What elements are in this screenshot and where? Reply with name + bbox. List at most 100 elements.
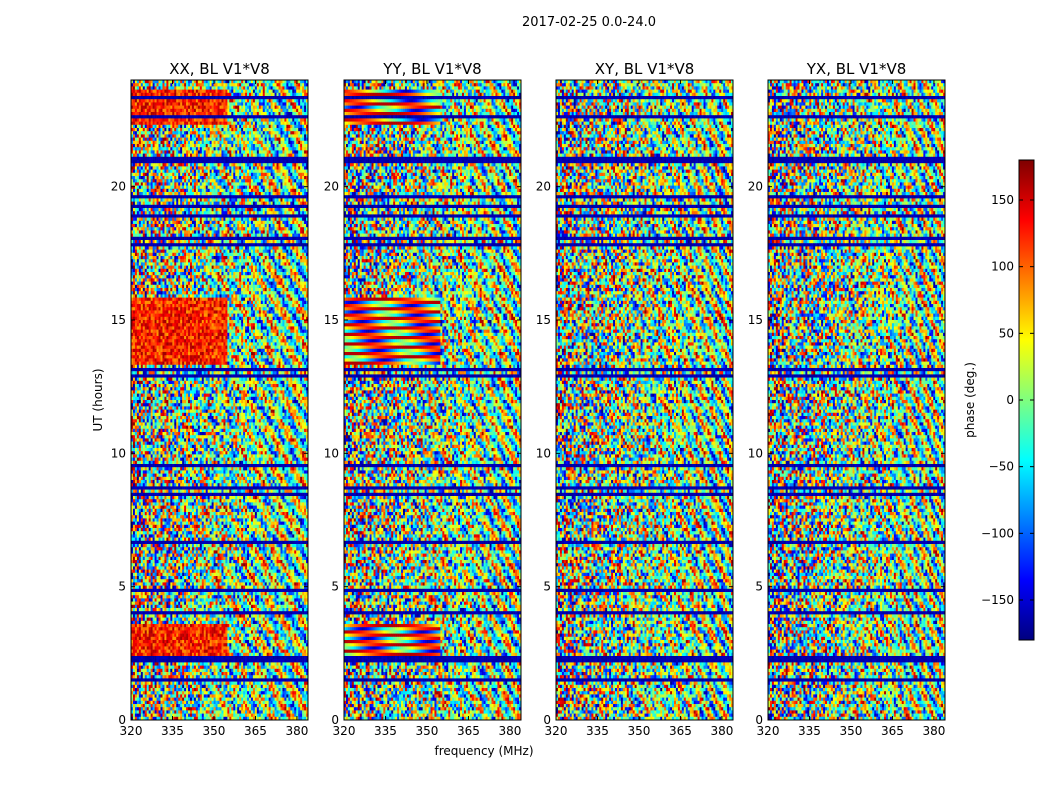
heatmap-cell <box>249 96 251 100</box>
heatmap-cell <box>265 80 267 84</box>
heatmap-cell <box>231 90 233 94</box>
heatmap-cell <box>275 90 277 94</box>
heatmap-cell <box>302 90 304 94</box>
heatmap-cell <box>218 96 220 100</box>
heatmap-cell <box>202 86 204 90</box>
heatmap-cell <box>304 83 306 87</box>
heatmap-cell <box>206 93 208 97</box>
heatmap-cell <box>170 93 172 97</box>
heatmap-cell <box>204 90 206 94</box>
heatmap-cell <box>271 80 273 84</box>
heatmap-cell <box>227 83 229 87</box>
heatmap-cell <box>304 96 306 100</box>
heatmap-cell <box>249 93 251 97</box>
heatmap-cell <box>227 93 229 97</box>
heatmap-cell <box>275 93 277 97</box>
heatmap-cell <box>243 83 245 87</box>
heatmap-cell <box>155 90 157 94</box>
heatmap-cell <box>298 96 300 100</box>
heatmap-cell <box>298 86 300 90</box>
heatmap-cell <box>247 83 249 87</box>
heatmap-cell <box>296 90 298 94</box>
heatmap-cell <box>206 86 208 90</box>
heatmap-cell <box>161 86 163 90</box>
heatmap-cell <box>147 83 149 87</box>
heatmap-cell <box>145 80 147 84</box>
heatmap-cell <box>253 93 255 97</box>
heatmap-cell <box>251 86 253 90</box>
heatmap-cell <box>294 80 296 84</box>
heatmap-cell <box>178 90 180 94</box>
heatmap-cell <box>147 86 149 90</box>
heatmap-cell <box>235 96 237 100</box>
heatmap-cell <box>149 86 151 90</box>
heatmap-cell <box>235 83 237 87</box>
heatmap-cell <box>290 90 292 94</box>
heatmap-cell <box>139 93 141 97</box>
heatmap-cell <box>269 90 271 94</box>
heatmap-cell <box>284 83 286 87</box>
heatmap-cell <box>243 96 245 100</box>
heatmap-cell <box>229 86 231 90</box>
heatmap-cell <box>282 80 284 84</box>
heatmap-cell <box>186 86 188 90</box>
heatmap-cell <box>277 90 279 94</box>
heatmap-cell <box>168 80 170 84</box>
heatmap-cell <box>149 80 151 84</box>
heatmap-cell <box>255 96 257 100</box>
heatmap-cell <box>212 93 214 97</box>
heatmap-cell <box>190 93 192 97</box>
heatmap-cell <box>261 86 263 90</box>
heatmap-cell <box>180 83 182 87</box>
heatmap-cell <box>259 80 261 84</box>
heatmap-cell <box>196 93 198 97</box>
heatmap-cell <box>298 93 300 97</box>
heatmap-cell <box>210 80 212 84</box>
heatmap-cell <box>257 86 259 90</box>
heatmap-cell <box>235 80 237 84</box>
heatmap-cell <box>282 93 284 97</box>
heatmap-cell <box>284 86 286 90</box>
heatmap-cell <box>225 80 227 84</box>
heatmap-cell <box>194 96 196 100</box>
heatmap-cell <box>241 93 243 97</box>
heatmap-cell <box>218 83 220 87</box>
heatmap-cell <box>229 80 231 84</box>
heatmap-cell <box>198 96 200 100</box>
heatmap-cell <box>271 96 273 100</box>
heatmap-cell <box>139 83 141 87</box>
heatmap-cell <box>221 83 223 87</box>
heatmap-cell <box>155 93 157 97</box>
heatmap-cell <box>151 90 153 94</box>
heatmap-cell <box>170 96 172 100</box>
heatmap-cell <box>245 86 247 90</box>
heatmap-cell <box>133 90 135 94</box>
heatmap-cell <box>141 80 143 84</box>
heatmap-cell <box>223 93 225 97</box>
heatmap-cell <box>273 86 275 90</box>
heatmap-cell <box>143 99 145 103</box>
heatmap-cell <box>259 90 261 94</box>
heatmap-cell <box>145 93 147 97</box>
heatmap-cell <box>170 90 172 94</box>
heatmap-cell <box>261 90 263 94</box>
heatmap-cell <box>182 80 184 84</box>
heatmap-cell <box>153 83 155 87</box>
heatmap-cell <box>290 80 292 84</box>
heatmap-cell <box>233 86 235 90</box>
heatmap-cell <box>286 96 288 100</box>
heatmap-cell <box>280 80 282 84</box>
heatmap-cell <box>135 90 137 94</box>
heatmap-cell <box>153 96 155 100</box>
heatmap-cell <box>200 93 202 97</box>
phase-waterfall-figure: 2017-02-25 0.0-24.0 frequency (MHz) UT (… <box>0 0 1050 800</box>
heatmap-cell <box>279 93 281 97</box>
heatmap-cell <box>172 93 174 97</box>
heatmap-cell <box>231 86 233 90</box>
heatmap-cell <box>196 90 198 94</box>
heatmap-cell <box>271 90 273 94</box>
heatmap-cell <box>168 86 170 90</box>
heatmap-cell <box>288 80 290 84</box>
heatmap-cell <box>157 90 159 94</box>
heatmap-cell <box>159 93 161 97</box>
